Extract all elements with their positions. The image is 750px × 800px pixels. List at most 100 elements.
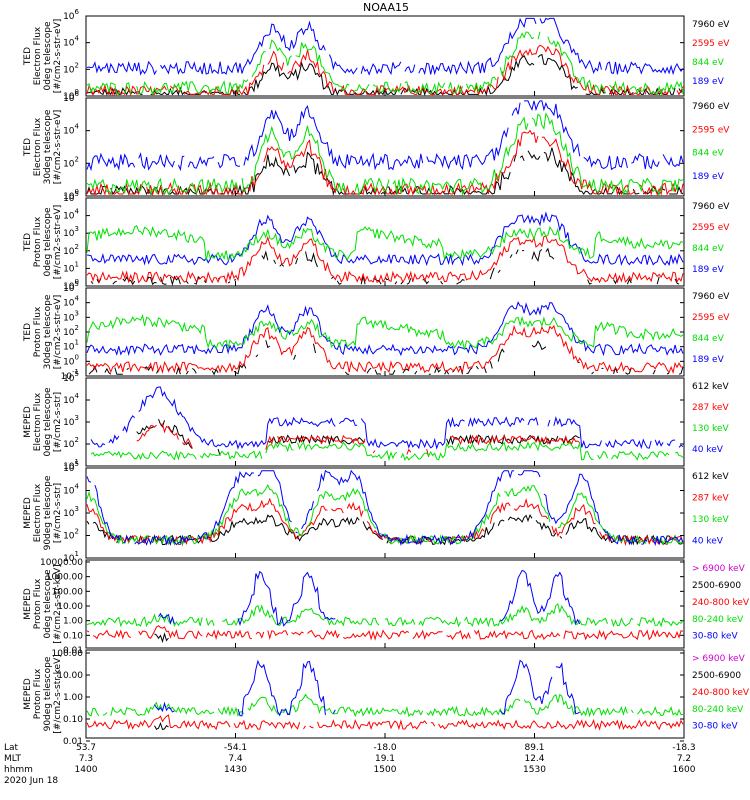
series-green-trace (86, 112, 684, 196)
y-tick-exponent: 0 (75, 88, 79, 96)
y-axis-label-line: 0deg telescope (43, 569, 53, 639)
y-tick-label: 10000.00 (40, 558, 83, 568)
legend-entry: 7960 eV (692, 202, 730, 212)
y-axis-label-line: Electron Flux (33, 26, 43, 85)
panel-3: TED Proton Flux 0deg telescope [#/cm2-s-str… (23, 190, 730, 292)
series-black-trace (154, 721, 169, 731)
panel-6: MEPED Electron Flux 90deg telescope [#/cm2-… (23, 460, 729, 564)
y-tick-exponent: 2 (75, 436, 79, 444)
y-tick-label: 102 (63, 243, 79, 257)
y-tick-label: 103 (63, 414, 79, 428)
y-axis-label-line: Proton Flux (33, 306, 43, 357)
y-tick-label: 103 (63, 225, 79, 239)
legend-entry: 612 keV (692, 472, 729, 482)
y-axis-label-line: MEPED (23, 497, 33, 529)
series-blue-trace (86, 211, 684, 267)
y-tick-label: 102 (63, 61, 79, 75)
panel-4: TED Proton Flux 30deg telescope [#/cm2-s-st… (23, 280, 730, 382)
y-tick-exponent: 2 (75, 61, 79, 69)
series-red-trace (86, 129, 684, 196)
y-tick-label: 1.00 (63, 693, 83, 703)
y-tick-exponent: 5 (75, 370, 79, 378)
y-axis-label-line: [#/cm2-s-str-eV] (53, 295, 63, 370)
y-axis-label-line: [#/cm2-s-str-keV] (53, 654, 63, 733)
y-tick-exponent: 2 (75, 243, 79, 251)
y-tick-exponent: 2 (75, 528, 79, 536)
y-tick-exponent: 3 (75, 414, 79, 422)
series-blue-trace (158, 569, 581, 627)
x-tick-label-mlt: 19.1 (375, 754, 395, 764)
legend-entry: 7960 eV (692, 292, 730, 302)
y-axis-label-line: [#/cm2-s-str-keV] (53, 564, 63, 643)
legend-entry: 240-800 keV (692, 598, 750, 608)
series-red-trace (137, 424, 671, 457)
panel-frame (85, 287, 685, 377)
series-green-trace (86, 483, 684, 546)
y-tick-exponent: 4 (75, 123, 80, 131)
panel-2: TED Electron Flux 30deg telescope [#/cm2-s-… (23, 90, 730, 202)
series-green-trace (86, 224, 684, 262)
y-axis-label-line: TED (23, 47, 33, 66)
series-blue-trace (86, 469, 684, 547)
y-tick-exponent: 3 (75, 225, 79, 233)
y-tick-label: 101 (63, 339, 79, 353)
x-axis-row-label: hhmm (4, 765, 33, 775)
legend-entry: 612 keV (692, 382, 729, 392)
y-axis-label-line: [#/cm2-s-str-eV] (53, 19, 63, 94)
y-tick-exponent: 1 (75, 339, 79, 347)
y-axis-label-line: 90deg telescope (43, 475, 53, 550)
y-tick-exponent: -1 (72, 368, 79, 376)
panel-frame (85, 197, 685, 287)
series-green-trace (90, 440, 684, 462)
y-tick-exponent: 4 (75, 208, 80, 216)
x-axis-row-label: Lat (4, 743, 19, 753)
series-blue-trace (86, 17, 684, 76)
y-tick-exponent: 3 (75, 309, 79, 317)
series-blue-trace (86, 100, 684, 172)
y-axis-label-line: Proton Flux (33, 668, 43, 719)
series-blue-trace (90, 386, 684, 450)
series-red-trace (86, 235, 684, 285)
legend-entry: 844 eV (692, 334, 725, 344)
y-tick-exponent: 4 (75, 483, 80, 491)
x-tick-label-lat: -18.3 (672, 743, 695, 753)
legend-entry: 240-800 keV (692, 688, 750, 698)
y-tick-label: 0.10 (63, 631, 83, 641)
legend-entry: 30-80 keV (692, 632, 738, 642)
legend-entry: 2500-6900 (692, 581, 741, 591)
legend-entry: 2500-6900 (692, 671, 741, 681)
legend-entry: 2595 eV (692, 313, 730, 323)
y-axis-label-line: Electron Flux (33, 117, 43, 176)
y-axis-label-line: 0deg telescope (43, 387, 53, 457)
y-axis-label-line: 90deg telescope (43, 656, 53, 731)
series-blue-trace (86, 301, 684, 357)
legend-entry: 2595 eV (692, 125, 730, 135)
y-axis-label-line: [#/cm2-s-str] (53, 392, 63, 452)
legend-entry: 130 keV (692, 424, 729, 434)
legend-entry: 7960 eV (692, 102, 730, 112)
y-tick-exponent: 4 (75, 295, 80, 303)
x-tick-label-lat: 89.1 (524, 743, 544, 753)
y-axis-label-line: MEPED (23, 678, 33, 710)
x-tick-label-hhmm: 1500 (374, 765, 397, 775)
legend-entry: 30-80 keV (692, 722, 738, 732)
y-axis-label-line: 0deg telescope (43, 207, 53, 277)
y-tick-exponent: 1 (75, 260, 79, 268)
legend-entry: 40 keV (692, 445, 724, 455)
y-tick-label: 103 (63, 309, 79, 323)
y-axis-label-line: [#/cm2-s-str-eV] (53, 205, 63, 280)
x-tick-label-hhmm: 1600 (673, 765, 696, 775)
y-tick-label: 1000.00 (46, 573, 83, 583)
y-tick-exponent: 4 (75, 35, 80, 43)
x-tick-label-lat: -18.0 (373, 743, 397, 753)
y-axis-label-line: TED (23, 138, 33, 157)
legend-entry: 2595 eV (692, 39, 730, 49)
legend-entry: > 6900 keV (692, 654, 746, 664)
y-axis-label-line: MEPED (23, 588, 33, 620)
legend-entry: 189 eV (692, 355, 725, 365)
y-tick-label: 100.00 (52, 587, 84, 597)
series-green-trace (86, 31, 684, 96)
y-axis-label-line: Electron Flux (33, 392, 43, 451)
